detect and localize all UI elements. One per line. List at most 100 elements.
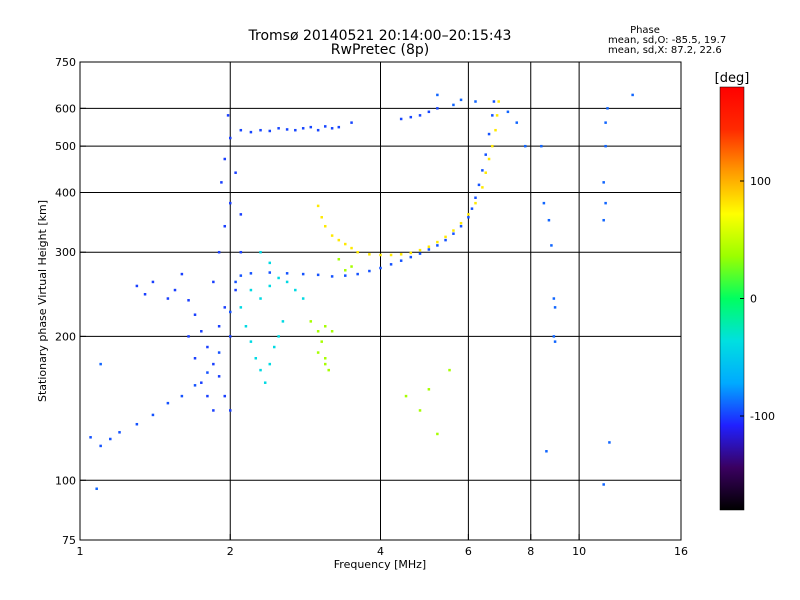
data-point (436, 432, 439, 436)
data-point (187, 299, 190, 302)
chart-subtitle: RwPretec (8p) (331, 42, 429, 58)
data-point (301, 272, 305, 276)
data-point (193, 384, 197, 387)
data-point (604, 121, 607, 124)
data-point (330, 127, 334, 130)
data-point (99, 362, 102, 366)
y-tick-label: 100 (55, 474, 76, 487)
data-point (309, 320, 313, 323)
data-point (487, 132, 491, 136)
data-point (474, 100, 477, 103)
data-point (294, 128, 297, 132)
data-point (553, 340, 557, 343)
data-point (193, 357, 197, 360)
colorbar-tick-label: 100 (750, 175, 771, 188)
data-point (481, 169, 484, 172)
data-point (223, 157, 227, 161)
data-point (301, 297, 305, 300)
data-point (452, 232, 455, 235)
data-point (399, 259, 403, 262)
data-point (294, 288, 297, 292)
data-point (217, 250, 221, 254)
data-point (229, 201, 232, 205)
data-point (602, 218, 605, 222)
data-point (320, 216, 323, 219)
data-point (368, 269, 371, 273)
data-point (337, 125, 341, 129)
data-point (151, 280, 155, 284)
data-point (229, 310, 232, 314)
data-point (350, 246, 353, 250)
data-point (239, 274, 243, 277)
data-point (436, 244, 439, 247)
colorbar-ticks: 100 0 -100 (740, 175, 775, 423)
data-point (356, 272, 359, 276)
colorbar-tick-label: -100 (750, 410, 775, 423)
data-point (409, 251, 413, 255)
data-point (356, 250, 359, 254)
data-point (487, 157, 491, 161)
data-points (89, 93, 634, 491)
data-point (277, 276, 280, 280)
stats-line-o: mean, sd,O: -85.5, 19.7 (608, 35, 726, 46)
data-point (602, 181, 605, 184)
axis-ticks: 1 2 4 6 8 10 16 75 100 200 300 400 500 600 750 (55, 56, 688, 558)
data-point (552, 335, 556, 338)
data-point (135, 284, 139, 288)
data-point (606, 107, 609, 110)
stats-heading: Phase (630, 25, 660, 36)
data-point (323, 224, 327, 228)
x-tick-label: 4 (377, 545, 384, 558)
data-point (459, 98, 463, 102)
data-point (187, 335, 190, 338)
data-point (444, 238, 447, 242)
data-point (249, 340, 253, 343)
y-tick-label: 500 (55, 140, 76, 153)
stats-line-x: mean, sd,X: 87.2, 22.6 (608, 45, 722, 56)
data-point (239, 128, 243, 132)
data-point (330, 234, 334, 237)
data-point (263, 381, 267, 384)
data-point (95, 487, 98, 491)
data-point (404, 394, 408, 398)
data-point (327, 368, 330, 372)
data-point (436, 107, 439, 110)
data-point (99, 444, 102, 448)
data-point (379, 253, 382, 257)
data-point (350, 265, 353, 268)
data-point (229, 136, 232, 140)
data-point (166, 401, 170, 405)
data-point (379, 266, 382, 270)
data-point (234, 280, 237, 284)
data-point (223, 306, 227, 309)
data-point (316, 351, 320, 354)
data-point (109, 437, 112, 441)
data-point (418, 114, 422, 117)
data-point (259, 368, 262, 372)
data-point (448, 368, 451, 372)
data-point (542, 201, 546, 205)
data-point (470, 207, 474, 210)
data-point (193, 313, 197, 316)
data-point (467, 216, 470, 219)
data-point (399, 117, 403, 121)
data-point (491, 144, 494, 148)
y-tick-label: 200 (55, 330, 76, 343)
x-tick-label: 8 (527, 545, 534, 558)
data-point (337, 258, 341, 261)
data-point (212, 362, 215, 366)
x-tick-label: 1 (77, 545, 84, 558)
data-point (427, 388, 431, 391)
data-point (540, 144, 543, 148)
data-point (389, 263, 393, 266)
data-point (223, 394, 227, 398)
data-point (217, 351, 221, 354)
data-point (418, 409, 422, 412)
data-point (427, 110, 431, 114)
data-point (316, 128, 320, 132)
data-point (452, 103, 455, 107)
data-point (418, 248, 422, 252)
data-point (212, 280, 215, 284)
data-point (268, 129, 272, 133)
